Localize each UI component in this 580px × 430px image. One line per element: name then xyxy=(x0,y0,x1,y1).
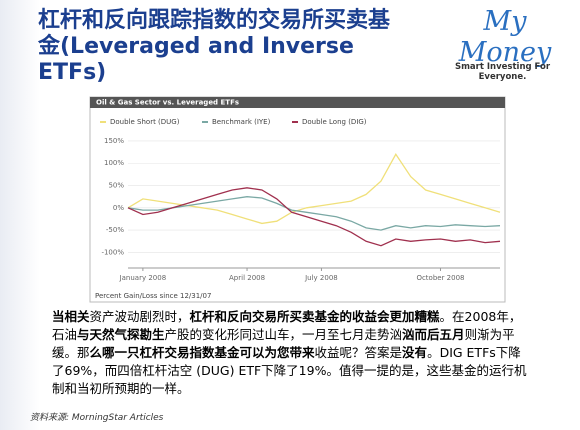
body-run: 。DIG ETFs下降了69%，而四倍杠杆沽空 (DUG) ETF下降了19%。… xyxy=(52,345,527,396)
body-run: 杠杆和反向交易所买卖基金的收益会更加糟糕 xyxy=(189,309,440,324)
chart-header xyxy=(90,97,505,108)
y-tick-label: 150% xyxy=(104,137,124,145)
chart-frame xyxy=(89,96,506,303)
logo: My Money xyxy=(458,6,552,68)
body-run: 产股的变化形同过山车，一月至七月走势汹 xyxy=(164,327,403,342)
legend-label: Double Short (DUG) xyxy=(110,118,180,126)
chart: Oil & Gas Sector vs. Leveraged ETFs Perc… xyxy=(89,96,506,303)
body-run: 没有 xyxy=(402,345,428,360)
y-tick-label: 50% xyxy=(108,182,124,190)
tagline: Smart Investing For Everyone. xyxy=(454,62,551,82)
body-run: 收益呢？答案是 xyxy=(314,345,403,360)
source: 资料来源: MorningStar Articles xyxy=(30,413,164,423)
series-line xyxy=(127,187,501,247)
body-run: 则渐为平缓。那 xyxy=(52,327,515,360)
slide-title: 杠杆和反向跟踪指数的交易所买卖基金(Leveraged and Inverse … xyxy=(38,8,391,85)
body-run: 。在2008年，石油 xyxy=(52,309,522,342)
chart-title: Oil & Gas Sector vs. Leveraged ETFs xyxy=(96,99,239,107)
x-tick-label: July 2008 xyxy=(304,274,338,282)
body-text: 当相关资产波动剧烈时，杠杆和反向交易所买卖基金的收益会更加糟糕。在2008年，石… xyxy=(52,308,530,398)
legend-label: Benchmark (IYE) xyxy=(212,118,271,126)
body-run: 当相关 xyxy=(52,309,90,324)
body-run: 汹而后五月 xyxy=(402,327,465,342)
y-tick-label: 0% xyxy=(113,204,124,212)
x-axis-label: Percent Gain/Loss since 12/31/07 xyxy=(95,292,211,300)
y-tick-label: -100% xyxy=(101,248,124,256)
body-run: 与天然气探勘生 xyxy=(77,327,165,342)
legend-label: Double Long (DIG) xyxy=(302,118,367,126)
x-tick-label: January 2008 xyxy=(119,274,167,282)
series-line xyxy=(127,196,501,231)
y-tick-label: -50% xyxy=(106,226,124,234)
series-line xyxy=(127,153,501,225)
body-run: 么哪一只杠杆交易指数基金可以为您带来 xyxy=(89,345,315,360)
x-tick-label: October 2008 xyxy=(416,274,464,282)
x-tick-label: April 2008 xyxy=(229,274,265,282)
body-run: 资产波动剧烈时， xyxy=(89,309,190,324)
y-tick-label: 100% xyxy=(104,159,124,167)
